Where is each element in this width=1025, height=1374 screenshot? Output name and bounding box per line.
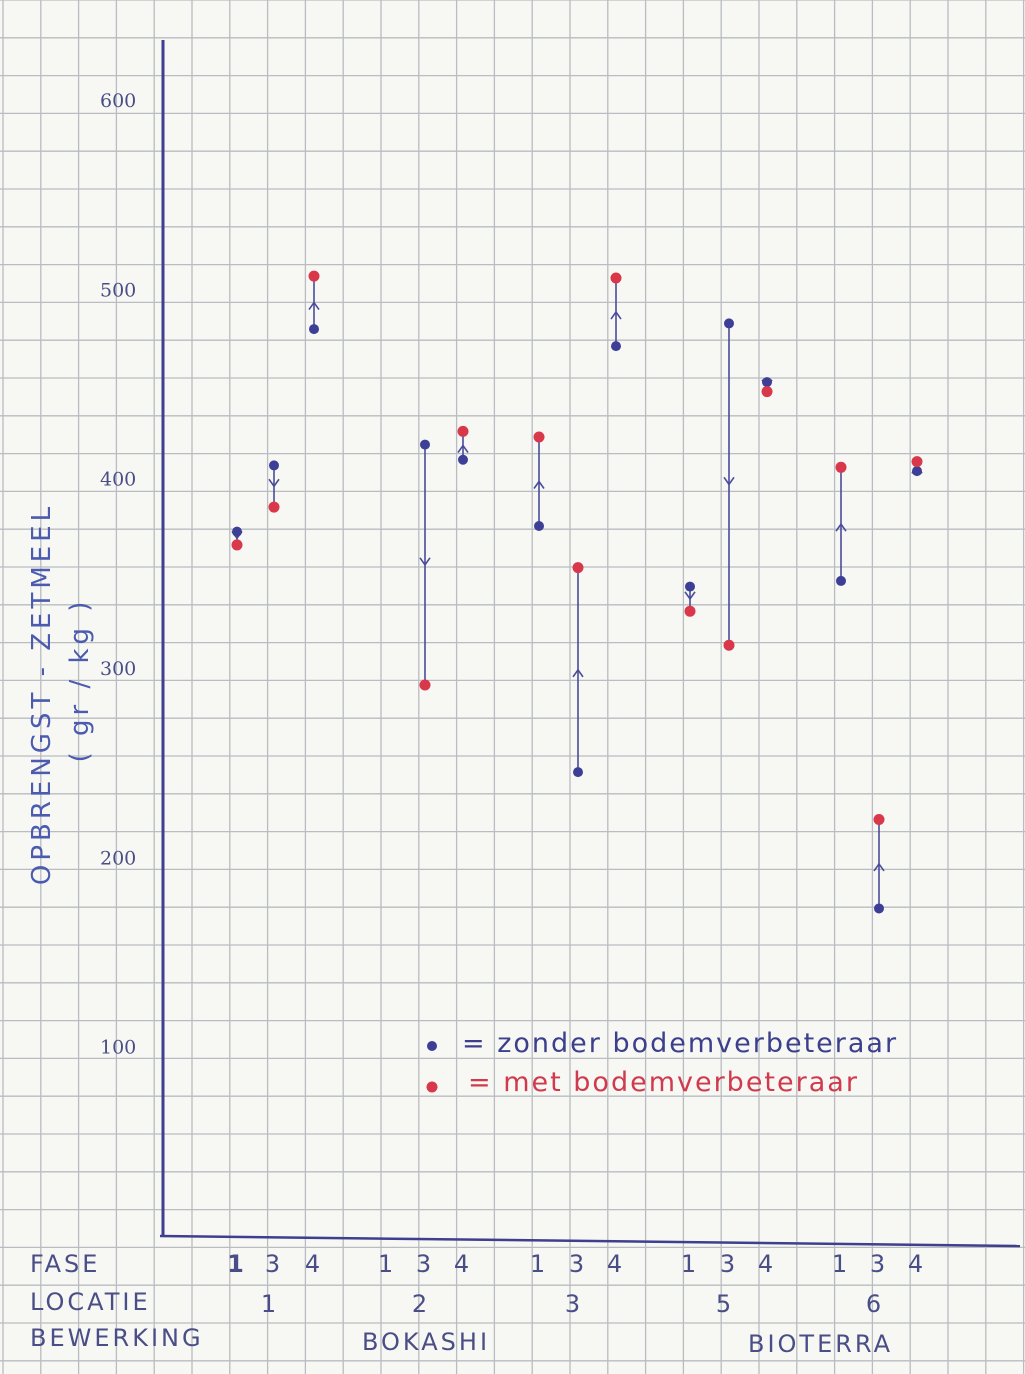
fase-tick-label: 3 — [265, 1250, 283, 1278]
y-tick-labels: 100 200 300 400 500 600 — [100, 90, 136, 1059]
fase-tick-label: 3 — [569, 1250, 587, 1278]
point-zonder — [309, 324, 319, 335]
point-met — [457, 425, 469, 437]
fase-tick-label: 1 — [832, 1250, 850, 1278]
x-axis-line — [159, 1234, 1021, 1248]
point-met — [419, 679, 431, 691]
point-met — [684, 605, 696, 617]
locatie-row-label: LOCATIE — [30, 1288, 151, 1316]
fase-tick-label: 4 — [607, 1250, 625, 1278]
bewerking-bioterra-label: BIOTERRA — [748, 1330, 893, 1358]
fase-tick-label: 1 — [681, 1250, 699, 1278]
data-points — [231, 270, 923, 914]
fase-tick-label: 1 — [227, 1250, 247, 1278]
point-zonder — [420, 439, 430, 450]
point-zonder — [836, 575, 846, 586]
point-met — [761, 386, 773, 398]
point-met — [723, 639, 735, 651]
legend-red-dot — [426, 1081, 438, 1093]
legend-zonder-label: = zonder bodemverbeteraar — [462, 1028, 898, 1059]
y-tick-label: 200 — [100, 847, 136, 869]
point-zonder — [232, 526, 242, 537]
y-axis-title: OPBRENGST - ZETMEEL — [27, 503, 57, 885]
point-zonder — [912, 466, 922, 477]
locatie-tick-label: 3 — [565, 1290, 583, 1318]
fase-tick-label: 4 — [908, 1250, 926, 1278]
point-met — [231, 539, 243, 551]
fase-tick-label: 3 — [416, 1250, 434, 1278]
fase-tick-label: 4 — [305, 1250, 323, 1278]
fase-tick-label: 1 — [378, 1250, 396, 1278]
change-arrowhead — [684, 591, 696, 601]
legend: = zonder bodemverbeteraar = met bodemver… — [426, 1028, 898, 1098]
x-category-labels: 1 3 411 3 421 3 431 3 451 3 46 — [227, 1250, 926, 1318]
point-met — [268, 501, 280, 513]
y-tick-label: 400 — [100, 469, 136, 491]
y-tick-label: 600 — [100, 90, 136, 112]
point-zonder — [534, 521, 544, 531]
point-met — [610, 272, 622, 284]
change-arrowhead — [308, 301, 320, 311]
y-tick-label: 300 — [100, 658, 136, 680]
point-zonder — [458, 454, 468, 465]
change-arrowhead — [533, 480, 545, 489]
fase-tick-label: 3 — [870, 1250, 888, 1278]
point-met — [533, 431, 545, 443]
point-zonder — [724, 318, 734, 329]
change-arrowhead — [873, 862, 885, 872]
legend-blue-dot — [427, 1041, 437, 1051]
locatie-tick-label: 6 — [866, 1290, 884, 1318]
point-met — [308, 270, 320, 282]
point-zonder — [269, 460, 279, 471]
point-met — [911, 456, 923, 468]
fase-tick-label: 3 — [720, 1250, 738, 1278]
change-arrowhead — [268, 478, 280, 488]
point-met — [572, 562, 584, 574]
locatie-tick-label: 2 — [412, 1290, 430, 1318]
change-arrowhead — [835, 522, 847, 532]
change-arrowhead — [457, 444, 469, 453]
locatie-tick-label: 5 — [716, 1290, 734, 1318]
bewerking-bokashi-label: BOKASHI — [362, 1328, 490, 1356]
point-met — [835, 461, 847, 473]
point-zonder — [685, 581, 695, 592]
point-zonder — [762, 377, 772, 388]
change-arrowhead — [723, 476, 735, 486]
fase-tick-label: 1 — [530, 1250, 548, 1278]
fase-tick-label: 4 — [454, 1250, 472, 1278]
change-arrowhead — [610, 310, 622, 320]
change-arrows — [231, 276, 923, 909]
y-tick-label: 500 — [100, 279, 136, 301]
y-axis-unit: ( gr / kg ) — [65, 598, 95, 763]
fase-row-label: FASE — [30, 1250, 100, 1278]
point-zonder — [573, 767, 583, 778]
fase-tick-label: 4 — [758, 1250, 776, 1278]
y-tick-label: 100 — [100, 1037, 136, 1059]
point-met — [873, 813, 885, 825]
point-zonder — [611, 341, 621, 352]
change-arrowhead — [572, 668, 584, 678]
locatie-tick-label: 1 — [261, 1290, 279, 1318]
bewerking-row-label: BEWERKING — [30, 1324, 204, 1352]
change-arrowhead — [419, 557, 431, 567]
legend-met-label: = met bodemverbeteraar — [468, 1067, 859, 1098]
point-zonder — [874, 903, 884, 914]
